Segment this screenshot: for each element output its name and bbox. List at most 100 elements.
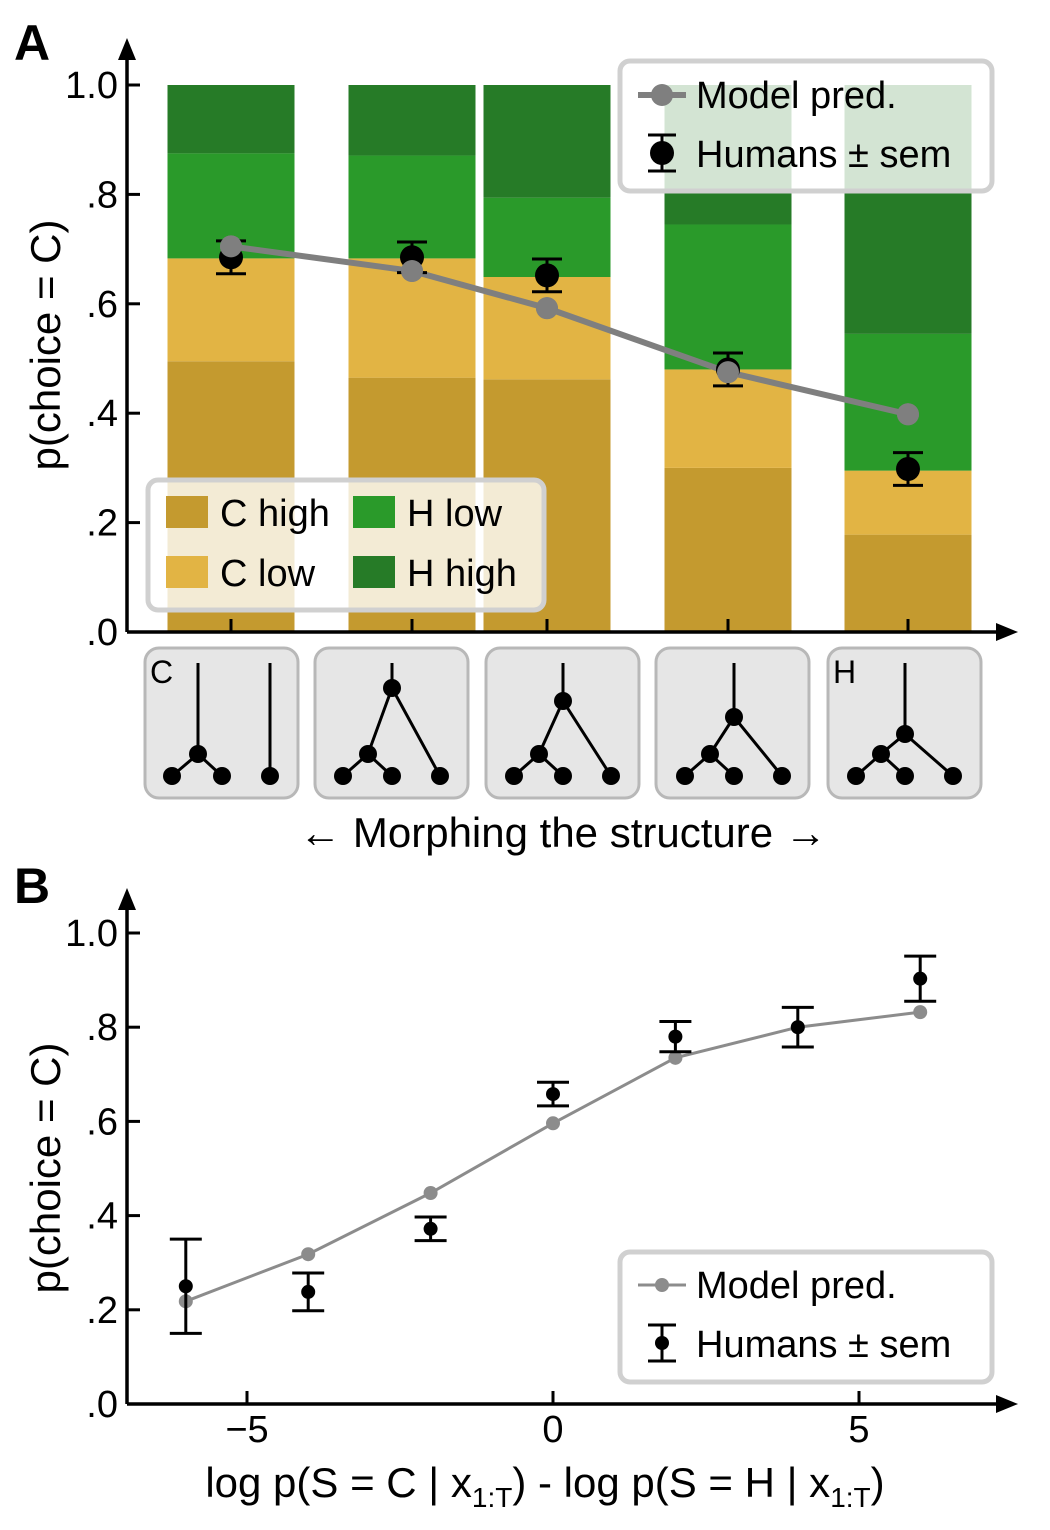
panel-a-stack-legend-box	[145, 477, 547, 613]
bar-1-h-high-segment	[167, 85, 295, 154]
legend-c-high-label: C high	[220, 493, 330, 535]
y-tick-label: .4	[86, 393, 118, 435]
model-pred-point-top	[220, 235, 242, 258]
xlabel-part-c: )	[871, 1459, 885, 1506]
model-pred-point	[423, 1185, 438, 1200]
human-point	[790, 1020, 805, 1035]
panel-b-legend-humans-label: Humans ± sem	[696, 1324, 951, 1366]
y-tick-label: .2	[86, 1290, 118, 1332]
human-errorbar	[532, 257, 562, 294]
panel-b-legend: Model pred. Humans ± sem	[617, 1249, 995, 1385]
human-point	[178, 1279, 193, 1294]
legend-h-high-swatch	[353, 556, 395, 588]
human-point	[423, 1221, 438, 1236]
panel-b-y-label: p(choice = C)	[22, 1043, 69, 1294]
panel-b-legend-box	[617, 1249, 995, 1385]
panel-b-legend-model-label: Model pred.	[696, 1265, 897, 1307]
xlabel-sub-1: 1:T	[472, 1482, 512, 1513]
legend-model-marker-icon	[651, 84, 673, 106]
y-tick-label: 1.0	[65, 913, 118, 955]
y-tick-label: 1.0	[65, 65, 118, 107]
human-point	[301, 1284, 316, 1299]
y-tick-label: .0	[86, 1384, 118, 1426]
y-tick-label: .0	[86, 612, 118, 654]
bar-1-c-low-segment	[167, 258, 295, 362]
model-pred-point-top	[717, 361, 739, 384]
y-tick-label: .8	[86, 1007, 118, 1049]
legend-b-humans-errorbar-icon	[646, 1323, 678, 1363]
structure-tile-1: C	[143, 646, 300, 800]
model-pred-point	[913, 1005, 928, 1020]
panel-b-letter: B	[14, 858, 50, 914]
structure-tile-1-label: C	[150, 654, 173, 690]
bar-3-h-high-segment	[483, 85, 611, 198]
xlabel-sub-2: 1:T	[830, 1482, 870, 1513]
panel-a-legend-humans-label: Humans ± sem	[696, 134, 951, 176]
bar-2-h-high-segment	[348, 85, 476, 156]
human-point	[535, 263, 559, 288]
legend-c-low-label: C low	[220, 553, 316, 595]
human-errorbar	[414, 1215, 447, 1243]
panel-b-y-ticks: 1.0 .8 .6 .4 .2 .0	[65, 913, 140, 1426]
panel-a-legend-box	[617, 58, 995, 194]
human-errorbar	[292, 1271, 325, 1313]
human-point	[913, 971, 928, 986]
human-errorbar	[904, 954, 937, 1003]
y-tick-label: .2	[86, 503, 118, 545]
model-pred-point	[546, 1116, 560, 1131]
model-pred-point-top	[897, 403, 919, 426]
y-tick-label: .4	[86, 1196, 118, 1238]
model-pred-point-top	[536, 297, 558, 320]
human-errorbar	[169, 1237, 202, 1335]
panel-b-x-ticks: −5 0 5	[225, 1391, 870, 1451]
panel-b-x-arrow	[996, 1395, 1018, 1413]
panel-a-y-ticks: 1.0 .8 .6 .4 .2 .0	[65, 65, 140, 654]
legend-c-high-swatch	[166, 496, 208, 528]
xlabel-part-a: log p(S = C | x	[205, 1459, 472, 1506]
human-errorbar	[781, 1005, 814, 1049]
morphing-caption: ← Morphing the structure →	[299, 809, 827, 856]
xlabel-part-b: ) - log p(S = H | x	[512, 1459, 830, 1506]
panel-a-legend-model: Model pred. Humans ± sem	[617, 58, 995, 194]
human-errorbar	[893, 451, 923, 487]
panel-a-human-points	[216, 235, 923, 487]
panel-a-y-label: p(choice = C)	[22, 220, 69, 471]
panel-a-x-ticks	[229, 619, 910, 632]
structure-tile-4	[654, 646, 811, 800]
model-pred-point	[301, 1247, 316, 1262]
bar-4-c-high-segment	[664, 467, 792, 632]
legend-humans-errorbar-icon	[646, 133, 678, 173]
human-point	[546, 1087, 560, 1102]
x-tick-label: 5	[848, 1409, 869, 1451]
panel-b-human-points	[169, 954, 937, 1335]
legend-b-model-marker-icon	[655, 1278, 669, 1292]
legend-h-high-label: H high	[407, 553, 517, 595]
panel-a-legend-stack: C high H low C low H high	[145, 477, 547, 613]
structure-tile-2	[313, 646, 470, 800]
panel-a-x-arrow	[996, 623, 1018, 641]
panel-b-y-arrow	[118, 888, 136, 910]
human-errorbar	[659, 1020, 692, 1054]
bar-5-c-high-segment	[844, 534, 972, 632]
model-pred-point	[668, 1050, 683, 1065]
legend-h-low-swatch	[353, 496, 395, 528]
x-tick-label: −5	[225, 1409, 268, 1451]
legend-h-low-label: H low	[407, 493, 503, 535]
y-tick-label: .6	[86, 284, 118, 326]
structure-tiles: C	[143, 646, 983, 800]
structure-tile-5: H	[826, 646, 983, 800]
panel-a-y-arrow	[118, 38, 136, 60]
model-pred-point-top	[401, 259, 423, 282]
legend-c-low-swatch	[166, 556, 208, 588]
human-point	[896, 456, 920, 481]
x-tick-label: 0	[542, 1409, 563, 1451]
bar-4-h-low-segment	[664, 224, 792, 370]
panel-b-x-label: log p(S = C | x1:T) - log p(S = H | x1:T…	[205, 1459, 884, 1513]
structure-tile-3	[484, 646, 641, 800]
structure-tile-5-label: H	[833, 654, 856, 690]
y-tick-label: .8	[86, 174, 118, 216]
panel-a-legend-model-label: Model pred.	[696, 75, 897, 117]
human-errorbar	[537, 1080, 569, 1108]
panel-a-letter: A	[14, 15, 50, 71]
